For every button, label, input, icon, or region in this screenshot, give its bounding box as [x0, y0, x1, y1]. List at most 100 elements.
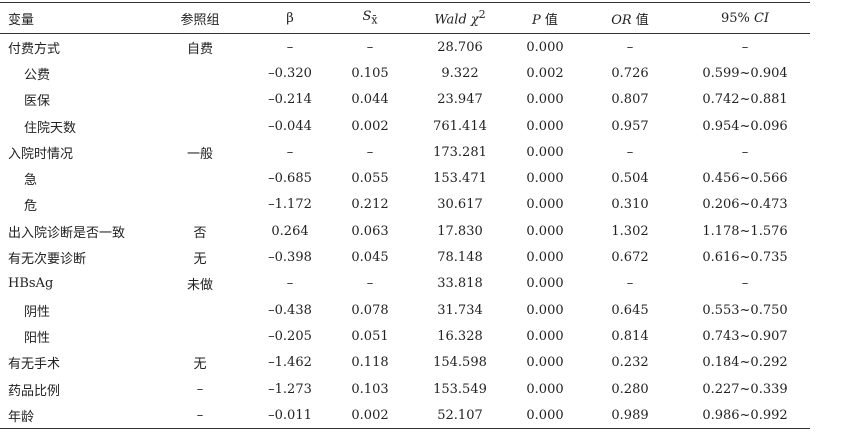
- variable-cell: 年龄: [8, 409, 35, 425]
- value-cell: 0.742~0.881: [702, 92, 788, 108]
- value-cell: 0.002: [526, 65, 564, 81]
- value-cell: 9.322: [441, 65, 479, 81]
- variable-cell: 出入院诊断是否一致: [8, 225, 126, 241]
- value-cell: 761.414: [433, 118, 487, 134]
- variable-cell: 公费: [24, 67, 51, 83]
- value-cell: 0.045: [351, 250, 389, 266]
- value-cell: 0.616~0.735: [702, 250, 788, 266]
- header-italic: OR: [611, 12, 632, 28]
- value-cell: –: [626, 39, 634, 55]
- header-cell: 参照组: [150, 3, 250, 34]
- results-table: 变量 参照组 β Sx̄ Wald χ2 P 值 OR 值 95% CI 付费方式 自费 – –28…: [0, 2, 810, 429]
- value-cell: 1.302: [611, 223, 649, 239]
- empty-cell: [150, 87, 250, 113]
- value-cell: –: [286, 144, 294, 160]
- table-row: 年龄 – –0.011 0.002 52.107 0.000 0.989 0.986~0.99…: [0, 402, 810, 429]
- value-cell: 0.184~0.292: [702, 355, 788, 371]
- header-cell: OR 值: [580, 3, 680, 34]
- value-cell: –: [741, 39, 749, 55]
- value-cell: 0.078: [351, 302, 389, 318]
- value-cell: 153.549: [433, 381, 487, 397]
- header-italic: CI: [753, 10, 770, 26]
- value-cell: 否: [193, 225, 207, 241]
- table-row: 住院天数 –0.044 0.002 761.414 0.000 0.957 0.954~0.…: [0, 113, 810, 139]
- value-cell: –0.320: [268, 65, 312, 81]
- value-cell: 0.002: [351, 407, 389, 423]
- value-cell: 0.051: [351, 328, 389, 344]
- value-cell: 0.264: [271, 223, 309, 239]
- value-cell: 78.148: [437, 250, 483, 266]
- header-cell: P 值: [510, 3, 580, 34]
- empty-cell: [150, 60, 250, 86]
- variable-cell: 入院时情况: [8, 146, 74, 162]
- value-cell: 1.178~1.576: [702, 223, 788, 239]
- variable-cell: 药品比例: [8, 383, 61, 399]
- header-cell: Wald χ2: [410, 3, 510, 34]
- table-body: 付费方式 自费 – – 28.706 0.000 – – 公费 –0.320 0.105 9.322 0…: [0, 34, 810, 429]
- header-cell: 95% CI: [680, 3, 810, 34]
- header-row: 变量 参照组 β Sx̄ Wald χ2 P 值 OR 值 95% CI: [0, 2, 810, 34]
- value-cell: –: [741, 144, 749, 160]
- header-subscript: x̄: [371, 13, 378, 27]
- value-cell: 0.118: [351, 355, 389, 371]
- table-row: 公费 –0.320 0.105 9.322 0.002 0.726 0.599~0.904: [0, 60, 810, 86]
- header-text: 值: [540, 12, 558, 28]
- value-cell: 0.310: [611, 197, 649, 213]
- value-cell: 0.954~0.096: [702, 118, 788, 134]
- variable-cell: 急: [24, 173, 38, 189]
- value-cell: 0.063: [351, 223, 389, 239]
- value-cell: 无: [193, 357, 207, 373]
- value-cell: 23.947: [437, 92, 483, 108]
- value-cell: 0.000: [526, 223, 564, 239]
- value-cell: 0.989: [611, 407, 649, 423]
- value-cell: 0.599~0.904: [702, 65, 788, 81]
- value-cell: 0.807: [611, 92, 649, 108]
- value-cell: 154.598: [433, 355, 487, 371]
- variable-cell: 付费方式: [8, 41, 61, 57]
- value-cell: –1.462: [268, 355, 312, 371]
- value-cell: 0.105: [351, 65, 389, 81]
- value-cell: 28.706: [437, 39, 483, 55]
- variable-cell: 危: [24, 199, 38, 215]
- value-cell: 0.206~0.473: [702, 197, 788, 213]
- value-cell: –0.438: [268, 302, 312, 318]
- value-cell: 0.957: [611, 118, 649, 134]
- header-cell: β: [250, 3, 330, 34]
- variable-cell: 住院天数: [24, 120, 77, 136]
- table-row: 急 –0.685 0.055 153.471 0.000 0.504 0.456~0.566: [0, 165, 810, 191]
- table-row: 药品比例 – –1.273 0.103 153.549 0.000 0.280 0.227~0…: [0, 376, 810, 402]
- value-cell: 52.107: [437, 407, 483, 423]
- value-cell: 无: [193, 252, 207, 268]
- table-header: 变量 参照组 β Sx̄ Wald χ2 P 值 OR 值 95% CI: [0, 2, 810, 34]
- variable-cell: 有无次要诊断: [8, 252, 87, 268]
- table-row: 入院时情况 一般 – – 173.281 0.000 – –: [0, 139, 810, 165]
- empty-cell: [150, 297, 250, 323]
- value-cell: –0.205: [268, 328, 312, 344]
- header-text: 值: [631, 12, 649, 28]
- value-cell: 0.232: [611, 355, 649, 371]
- value-cell: 30.617: [437, 197, 483, 213]
- value-cell: –: [366, 144, 374, 160]
- value-cell: –: [366, 276, 374, 292]
- value-cell: –: [196, 381, 204, 397]
- value-cell: 0.000: [526, 355, 564, 371]
- header-cell: 变量: [0, 3, 150, 34]
- value-cell: 未做: [186, 278, 213, 294]
- value-cell: 0.280: [611, 381, 649, 397]
- empty-cell: [150, 165, 250, 191]
- header-text: 95%: [720, 10, 754, 26]
- table-row: 出入院诊断是否一致 否 0.264 0.063 17.830 0.000 1.302 1.17…: [0, 218, 810, 244]
- header-text: β: [286, 10, 294, 26]
- table-row: 阴性 –0.438 0.078 31.734 0.000 0.645 0.553~0.750: [0, 297, 810, 323]
- value-cell: 0.212: [351, 197, 389, 213]
- variable-cell: 阳性: [24, 330, 51, 346]
- value-cell: 0.044: [351, 92, 389, 108]
- header-text: 变量: [8, 12, 35, 28]
- value-cell: 0.000: [526, 276, 564, 292]
- table-row: 付费方式 自费 – – 28.706 0.000 – –: [0, 34, 810, 61]
- empty-cell: [150, 323, 250, 349]
- value-cell: 0.645: [611, 302, 649, 318]
- table-row: HBsAg 未做 – – 33.818 0.000 – –: [0, 271, 810, 297]
- value-cell: 0.000: [526, 302, 564, 318]
- value-cell: 0.000: [526, 144, 564, 160]
